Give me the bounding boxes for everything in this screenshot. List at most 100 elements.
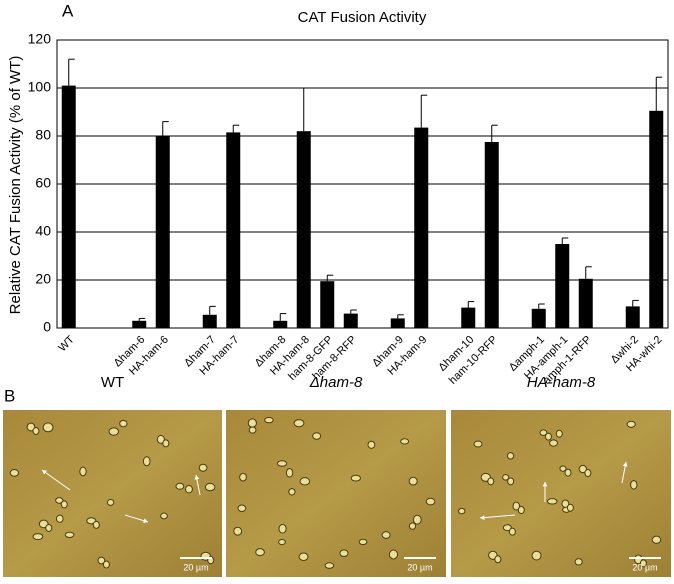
arrow xyxy=(41,469,71,491)
plot-frame xyxy=(56,39,669,329)
cell xyxy=(32,533,44,541)
bar xyxy=(484,142,499,328)
bar xyxy=(414,127,429,328)
cell xyxy=(248,426,257,434)
cell xyxy=(517,506,525,515)
cell xyxy=(531,550,542,561)
panel-label: A xyxy=(62,1,74,20)
cell xyxy=(381,531,391,539)
cell xyxy=(79,466,87,477)
cell xyxy=(9,469,20,477)
bar xyxy=(390,318,405,328)
y-tick-label: 20 xyxy=(35,271,51,287)
y-tick-label: 80 xyxy=(35,127,51,143)
cell xyxy=(162,439,170,448)
cell xyxy=(288,488,296,496)
cell xyxy=(494,555,502,564)
cell xyxy=(42,422,54,433)
cell xyxy=(559,465,567,472)
scale-label: 20 µm xyxy=(407,562,432,572)
cell xyxy=(160,512,168,520)
cell xyxy=(293,419,305,428)
bar xyxy=(578,278,593,328)
cell xyxy=(247,418,257,428)
cell xyxy=(473,440,483,448)
cell xyxy=(32,427,40,436)
cell xyxy=(561,499,570,508)
cell xyxy=(408,522,417,530)
y-tick-label: 0 xyxy=(43,319,51,335)
cell xyxy=(539,429,548,436)
arrow-head xyxy=(194,475,200,480)
panel-label: B xyxy=(4,386,15,405)
y-tick-label: 60 xyxy=(35,175,51,191)
cell xyxy=(92,520,100,529)
cell xyxy=(639,559,647,568)
cell xyxy=(487,477,495,486)
cell xyxy=(237,504,247,513)
bar xyxy=(531,308,546,328)
cell xyxy=(630,480,638,490)
cell xyxy=(298,552,309,562)
arrow-head xyxy=(143,518,148,524)
image-title: HA-ham-8 xyxy=(527,374,596,391)
cell xyxy=(339,549,349,558)
cell xyxy=(204,482,216,492)
cell xyxy=(255,548,265,557)
micrograph: 20 µm xyxy=(451,410,671,577)
cell xyxy=(45,523,53,532)
y-tick-label: 100 xyxy=(28,79,52,95)
cell xyxy=(198,463,208,472)
micrograph: 20 µm xyxy=(3,410,222,577)
cell xyxy=(508,527,516,536)
cell xyxy=(175,482,185,490)
cell xyxy=(584,469,592,478)
cell xyxy=(506,452,515,460)
image-title: Δham-8 xyxy=(309,374,363,391)
arrow-head xyxy=(542,482,548,487)
cell xyxy=(156,434,165,444)
bar xyxy=(202,314,217,328)
image-title: WT xyxy=(101,374,124,391)
cell xyxy=(324,562,335,569)
scale-label: 20 µm xyxy=(632,562,657,572)
cell xyxy=(276,460,288,467)
cell xyxy=(549,439,559,447)
cell xyxy=(512,501,521,511)
bar xyxy=(649,110,664,328)
arrow xyxy=(479,514,516,519)
cell xyxy=(546,498,558,505)
cell xyxy=(502,524,512,532)
cell xyxy=(626,420,636,428)
cell xyxy=(400,438,410,445)
bar xyxy=(226,132,241,328)
cell xyxy=(142,456,151,467)
bar xyxy=(155,136,170,328)
cell xyxy=(502,474,510,481)
cell xyxy=(55,514,64,523)
cell xyxy=(651,535,662,544)
y-tick-label: 40 xyxy=(35,223,51,239)
cell xyxy=(367,440,376,449)
bar xyxy=(296,131,311,328)
cell xyxy=(507,477,515,486)
arrow-head xyxy=(622,462,628,467)
chart-title: CAT Fusion Activity xyxy=(298,9,427,26)
cell xyxy=(350,474,362,482)
micrograph-bg xyxy=(451,410,671,577)
bar xyxy=(555,244,570,328)
cell xyxy=(239,472,247,482)
bar xyxy=(320,281,335,328)
cell xyxy=(412,514,422,525)
scale-label: 20 µm xyxy=(183,562,208,572)
cell xyxy=(64,531,75,538)
micrograph-bg xyxy=(3,410,222,577)
cell xyxy=(358,538,368,546)
cell xyxy=(555,429,563,438)
x-tick-label: WT xyxy=(56,333,77,354)
cell xyxy=(408,476,418,486)
cell xyxy=(425,497,436,506)
cell xyxy=(278,523,287,534)
cell xyxy=(566,503,574,512)
